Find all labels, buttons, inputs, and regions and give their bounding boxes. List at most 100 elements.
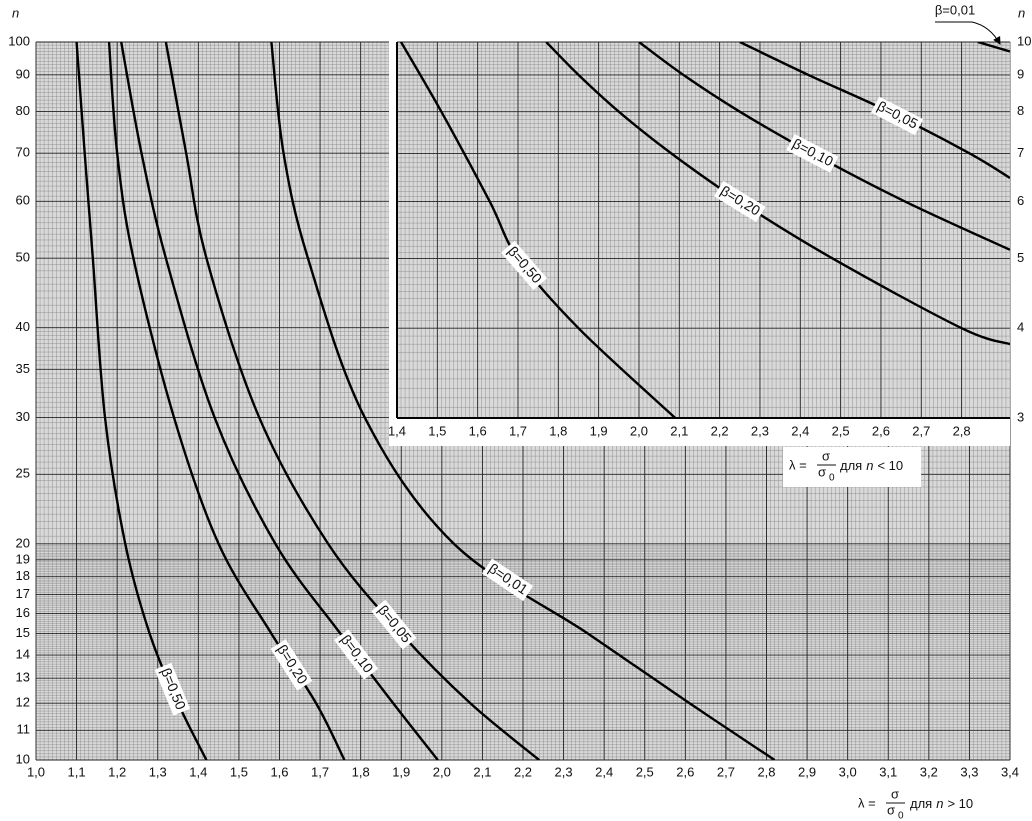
- x-tick-label: 2,5: [832, 423, 850, 438]
- x-label-text: для n > 10: [910, 796, 973, 811]
- inset-x-label-box: [783, 447, 921, 487]
- x-tick-label: 3,3: [960, 764, 978, 779]
- x-tick-label: 1,6: [469, 423, 487, 438]
- x-tick-label: 3,2: [920, 764, 938, 779]
- y-tick-label: 100: [8, 33, 30, 48]
- y-axis-label: n: [12, 5, 19, 20]
- annotation: β=0,01: [935, 2, 975, 17]
- x-tick-label: 2,7: [912, 423, 930, 438]
- x-axis-label: λ = σ σ 0 для n > 10: [858, 786, 973, 821]
- x-label-lambda: λ =: [858, 795, 876, 810]
- x-tick-label: 1,7: [311, 764, 329, 779]
- y-tick-label: 80: [16, 103, 30, 118]
- x-label-for: для: [910, 796, 932, 811]
- x-label-num: σ: [822, 448, 830, 463]
- x-tick-label: 2,0: [630, 423, 648, 438]
- y-tick-label: 3: [1017, 409, 1024, 424]
- y-tick-label: 6: [1017, 193, 1024, 208]
- y-tick-label: 8: [1017, 103, 1024, 118]
- x-label-text: для n < 10: [840, 458, 903, 473]
- x-tick-label: 1,5: [230, 764, 248, 779]
- x-tick-label: 3,0: [839, 764, 857, 779]
- x-tick-label: 2,4: [791, 423, 809, 438]
- curve: [270, 42, 776, 760]
- x-tick-label: 2,8: [953, 423, 971, 438]
- annotation-arrow: [935, 21, 1001, 45]
- y-tick-label: 20: [16, 535, 30, 550]
- y-tick-label: 19: [16, 551, 30, 566]
- curve-label-bg: [154, 662, 191, 716]
- x-label-sub: 0: [829, 473, 835, 484]
- y-tick-label: 10: [1017, 33, 1031, 48]
- x-label-lambda: λ =: [789, 457, 807, 472]
- x-tick-label: 3,1: [879, 764, 897, 779]
- x-tick-label: 1,7: [509, 423, 527, 438]
- curve-label-bg: [714, 180, 766, 223]
- curve: [399, 42, 677, 418]
- curve-label-bg: [270, 639, 313, 691]
- x-tick-label: 2,7: [717, 764, 735, 779]
- x-tick-label: 2,3: [751, 423, 769, 438]
- curve-label-bg: [786, 134, 839, 173]
- y-tick-label: 25: [16, 466, 30, 481]
- y-tick-label: 14: [16, 647, 30, 662]
- x-tick-label: 2,6: [676, 764, 694, 779]
- x-tick-label: 2,5: [636, 764, 654, 779]
- x-tick-label: 2,0: [433, 764, 451, 779]
- curve-label-bg: [482, 558, 534, 601]
- y-tick-label: 90: [16, 66, 30, 81]
- curve-label-bg: [334, 629, 379, 680]
- x-label-var: n: [936, 796, 943, 811]
- curve: [120, 42, 439, 760]
- x-tick-label: 1,8: [549, 423, 567, 438]
- y-tick-label: 10: [16, 751, 30, 766]
- x-tick-label: 1,2: [108, 764, 126, 779]
- x-tick-label: 2,6: [872, 423, 890, 438]
- x-label-var: n: [866, 458, 873, 473]
- y-tick-label: 18: [16, 568, 30, 583]
- inset-y-axis-label: n: [1018, 5, 1025, 20]
- x-label-den: σ: [887, 802, 895, 817]
- x-label-num: σ: [891, 786, 899, 801]
- y-tick-label: 15: [16, 625, 30, 640]
- x-label-for: для: [840, 458, 862, 473]
- x-tick-label: 3,4: [1001, 764, 1019, 779]
- x-label-cond: < 10: [877, 458, 903, 473]
- x-tick-label: 1,3: [149, 764, 167, 779]
- x-tick-label: 2,2: [514, 764, 532, 779]
- y-tick-label: 30: [16, 409, 30, 424]
- y-tick-label: 70: [16, 145, 30, 160]
- curve-label-bg: [501, 240, 548, 291]
- y-tick-label: 5: [1017, 250, 1024, 265]
- x-tick-label: 2,1: [670, 423, 688, 438]
- y-tick-label: 9: [1017, 66, 1024, 81]
- x-tick-label: 2,2: [711, 423, 729, 438]
- y-tick-label: 40: [16, 319, 30, 334]
- inset-chart: 1,4 1,5 1,6 1,7 1,8 1,9 2,0 2,1 2,2 2,3 2,4 2,5 2,6 2…: [388, 33, 1031, 487]
- x-tick-label: 1,0: [27, 764, 45, 779]
- x-label-cond: > 10: [947, 796, 973, 811]
- y-tick-label: 4: [1017, 320, 1024, 335]
- x-tick-label: 2,9: [798, 764, 816, 779]
- x-tick-label: 1,9: [590, 423, 608, 438]
- x-tick-label: 2,1: [473, 764, 491, 779]
- x-tick-label: 1,8: [352, 764, 370, 779]
- x-label-sub: 0: [898, 811, 904, 821]
- y-tick-label: 50: [16, 250, 30, 265]
- y-tick-label: 17: [16, 586, 30, 601]
- curve-label-bg: [371, 599, 417, 650]
- x-tick-label: 1,4: [388, 423, 406, 438]
- y-tick-label: 16: [16, 605, 30, 620]
- x-tick-label: 2,8: [757, 764, 775, 779]
- x-tick-label: 2,4: [595, 764, 613, 779]
- x-tick-label: 1,5: [428, 423, 446, 438]
- y-tick-label: 35: [16, 361, 30, 376]
- x-tick-label: 1,1: [68, 764, 86, 779]
- y-tick-label: 7: [1017, 145, 1024, 160]
- y-tick-label: 13: [16, 670, 30, 685]
- x-tick-label: 2,3: [555, 764, 573, 779]
- curve: [164, 42, 540, 760]
- x-label-den: σ: [818, 464, 826, 479]
